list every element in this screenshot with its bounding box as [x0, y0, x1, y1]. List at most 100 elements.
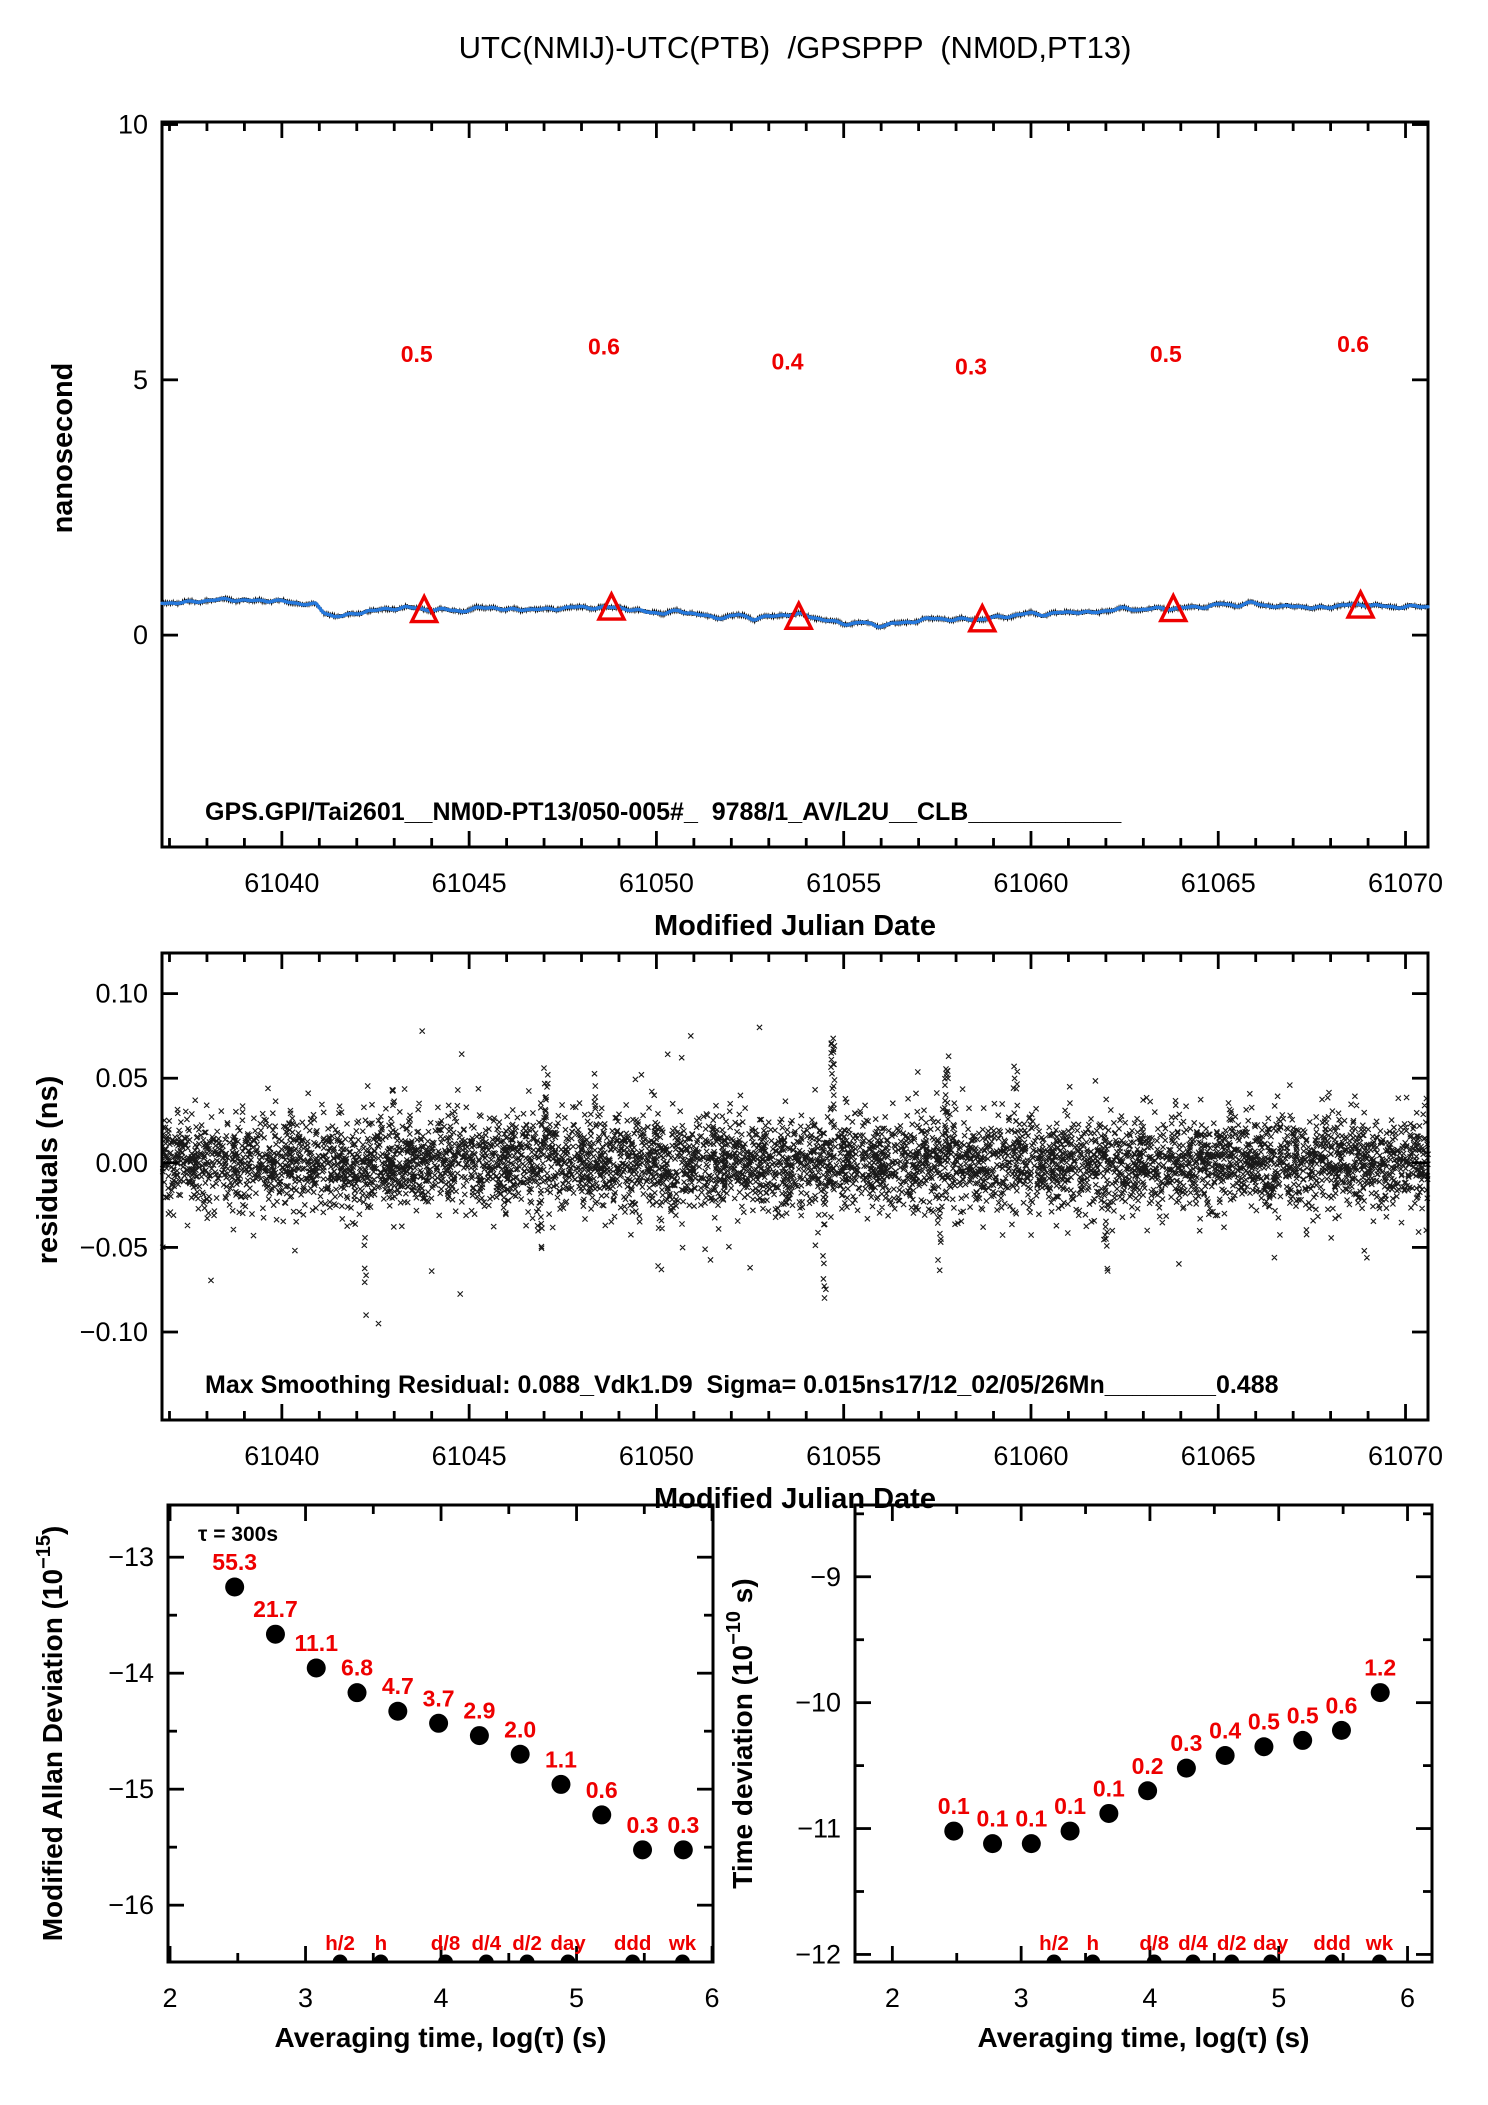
svg-text:0.3: 0.3 [1170, 1730, 1202, 1756]
svg-text:21.7: 21.7 [253, 1596, 298, 1622]
svg-text:ddd: ddd [1313, 1932, 1351, 1955]
svg-text:0.1: 0.1 [977, 1806, 1009, 1832]
svg-text:5: 5 [569, 1983, 584, 2013]
svg-text:Time deviation (10−10 s): Time deviation (10−10 s) [723, 1578, 758, 1888]
svg-text:residuals (ns): residuals (ns) [32, 1076, 64, 1265]
svg-text:d/2: d/2 [1217, 1932, 1247, 1955]
svg-text:0.05: 0.05 [95, 1063, 148, 1093]
svg-text:d/8: d/8 [1139, 1932, 1169, 1955]
svg-text:τ = 300s: τ = 300s [198, 1523, 278, 1546]
svg-text:11.1: 11.1 [294, 1630, 338, 1656]
svg-text:0.1: 0.1 [1054, 1793, 1086, 1819]
svg-text:0.00: 0.00 [95, 1148, 148, 1178]
svg-text:−14: −14 [108, 1658, 154, 1688]
svg-text:61055: 61055 [806, 868, 881, 898]
svg-text:61040: 61040 [244, 868, 319, 898]
svg-text:d/4: d/4 [471, 1932, 501, 1955]
svg-text:10: 10 [118, 110, 148, 140]
phase-difference-panel: 61040 61045 61050 61055 61060 61065 61070 0 5 10 M… [47, 110, 1443, 942]
svg-text:6: 6 [1400, 1983, 1415, 2013]
svg-text:0.3: 0.3 [667, 1812, 699, 1838]
svg-text:day: day [1253, 1932, 1289, 1955]
svg-text:d/8: d/8 [431, 1932, 461, 1955]
figure-title: UTC(NMIJ)-UTC(PTB) /GPSPPP (NM0D,PT13) [459, 30, 1132, 65]
svg-text:Modified Julian Date: Modified Julian Date [654, 910, 936, 942]
svg-text:0.5: 0.5 [401, 341, 433, 367]
svg-text:0.4: 0.4 [772, 349, 804, 375]
svg-text:Max Smoothing Residual: 0.088_: Max Smoothing Residual: 0.088_Vdk1.D9 Si… [205, 1371, 1279, 1399]
svg-text:h: h [375, 1932, 388, 1955]
svg-text:0.3: 0.3 [955, 354, 987, 380]
svg-text:0.2: 0.2 [1132, 1753, 1164, 1779]
svg-text:3.7: 3.7 [423, 1685, 455, 1711]
svg-text:−16: −16 [108, 1890, 154, 1920]
svg-text:6.8: 6.8 [341, 1655, 373, 1681]
residuals-panel: 61040 61045 61050 61055 61060 61065 61070 0.10 0… [32, 951, 1443, 1515]
svg-text:0.3: 0.3 [627, 1812, 659, 1838]
svg-text:nanosecond: nanosecond [47, 363, 79, 534]
svg-text:0.6: 0.6 [586, 1777, 618, 1803]
svg-text:−12: −12 [795, 1939, 841, 1969]
svg-text:d/4: d/4 [1178, 1932, 1208, 1955]
svg-text:Averaging time, log(τ) (s): Averaging time, log(τ) (s) [978, 2022, 1310, 2053]
svg-text:4: 4 [1142, 1983, 1157, 2013]
svg-text:Modified Julian Date: Modified Julian Date [654, 1483, 936, 1515]
svg-text:−0.10: −0.10 [80, 1317, 148, 1347]
svg-text:61045: 61045 [432, 868, 507, 898]
svg-text:0.6: 0.6 [1325, 1692, 1357, 1718]
svg-text:wk: wk [668, 1932, 697, 1955]
svg-text:2: 2 [885, 1983, 900, 2013]
svg-text:0.1: 0.1 [1015, 1806, 1047, 1832]
svg-text:6: 6 [705, 1983, 720, 2013]
svg-text:5: 5 [133, 365, 148, 395]
svg-text:3: 3 [298, 1983, 313, 2013]
svg-text:61065: 61065 [1181, 868, 1256, 898]
svg-text:Modified Allan Deviation (10−1: Modified Allan Deviation (10−15) [33, 1526, 68, 1942]
svg-text:−15: −15 [108, 1774, 154, 1804]
svg-text:2: 2 [163, 1983, 178, 2013]
svg-text:d/2: d/2 [512, 1932, 542, 1955]
svg-text:61070: 61070 [1368, 1441, 1443, 1471]
svg-text:−9: −9 [810, 1562, 841, 1592]
svg-text:55.3: 55.3 [212, 1549, 257, 1575]
svg-text:4: 4 [434, 1983, 449, 2013]
svg-text:0.5: 0.5 [1150, 341, 1182, 367]
svg-text:61060: 61060 [993, 1441, 1068, 1471]
svg-text:−10: −10 [795, 1688, 841, 1718]
modified-allan-deviation-panel: 2 3 4 5 6 −13 −14 −15 −16 Averaging time, log(τ) … [33, 1503, 720, 2053]
svg-text:wk: wk [1365, 1932, 1394, 1955]
svg-text:0.1: 0.1 [1093, 1775, 1125, 1801]
svg-text:0.6: 0.6 [1337, 331, 1369, 357]
svg-text:GPS.GPI/Tai2601__NM0D-PT13/050: GPS.GPI/Tai2601__NM0D-PT13/050-005#_ 978… [205, 798, 1122, 826]
time-deviation-panel: 2 3 4 5 6 −9 −10 −11 −12 Averaging time, log(τ) (… [723, 1503, 1434, 2053]
svg-text:61050: 61050 [619, 868, 694, 898]
svg-text:0.1: 0.1 [938, 1793, 970, 1819]
svg-text:0.4: 0.4 [1209, 1718, 1241, 1744]
svg-text:−0.05: −0.05 [80, 1232, 148, 1262]
svg-text:61070: 61070 [1368, 868, 1443, 898]
svg-text:1.2: 1.2 [1364, 1655, 1396, 1681]
svg-text:61040: 61040 [244, 1441, 319, 1471]
svg-text:61045: 61045 [432, 1441, 507, 1471]
svg-text:0.5: 0.5 [1287, 1702, 1319, 1728]
svg-text:Averaging time, log(τ) (s): Averaging time, log(τ) (s) [275, 2022, 607, 2053]
svg-text:0.5: 0.5 [1248, 1709, 1280, 1735]
svg-text:61055: 61055 [806, 1441, 881, 1471]
svg-text:−11: −11 [797, 1814, 841, 1844]
svg-text:1.1: 1.1 [545, 1746, 577, 1772]
svg-text:0: 0 [133, 620, 148, 650]
svg-text:0.6: 0.6 [588, 333, 620, 359]
svg-text:−13: −13 [108, 1542, 154, 1572]
svg-text:0.10: 0.10 [95, 979, 148, 1009]
svg-text:day: day [550, 1932, 586, 1955]
svg-text:5: 5 [1271, 1983, 1286, 2013]
svg-text:h/2: h/2 [1039, 1932, 1069, 1955]
svg-text:h: h [1086, 1932, 1099, 1955]
svg-text:h/2: h/2 [325, 1932, 355, 1955]
svg-text:61060: 61060 [993, 868, 1068, 898]
svg-text:ddd: ddd [614, 1932, 652, 1955]
svg-text:61065: 61065 [1181, 1441, 1256, 1471]
svg-text:4.7: 4.7 [382, 1673, 414, 1699]
